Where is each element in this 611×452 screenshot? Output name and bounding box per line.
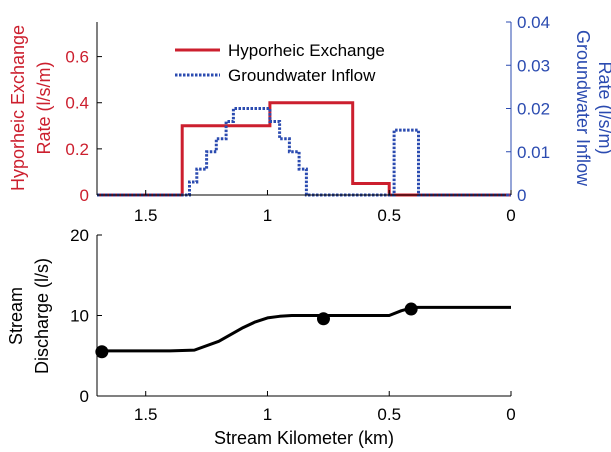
discharge-measurement-point <box>404 302 418 316</box>
top-x-tick-label: 1.5 <box>134 206 158 225</box>
top-panel: 0 0.2 0.4 0.6 0 0.01 0.02 0.03 0.04 1.5 1 0.5 0 Hy… <box>8 13 611 225</box>
top-right-tick-label: 0.02 <box>517 100 550 119</box>
top-x-tick-group: 1.5 1 0.5 0 <box>134 190 516 225</box>
top-right-tick-group: 0 0.01 0.02 0.03 0.04 <box>506 13 550 205</box>
legend: Hyporheic Exchange Groundwater Inflow <box>175 41 385 85</box>
series-line-discharge <box>97 305 511 353</box>
bottom-y-tick-label: 0 <box>80 387 89 406</box>
top-right-axis-label-line2: Rate (l/s/m) <box>595 61 611 154</box>
bottom-x-tick-label: 0 <box>506 405 515 424</box>
top-x-tick-label: 1 <box>263 206 272 225</box>
legend-label-groundwater: Groundwater Inflow <box>228 66 376 85</box>
top-right-tick-label: 0.01 <box>517 143 550 162</box>
discharge-measurement-point <box>316 312 330 326</box>
top-right-tick-label: 0 <box>517 186 526 205</box>
top-left-axis-label-line2: Rate (l/s/m) <box>34 61 54 154</box>
bottom-x-tick-group: 1.5 1 0.5 0 <box>134 391 516 424</box>
series-line-hyporheic <box>97 101 511 197</box>
bottom-x-axis-label: Stream Kilometer (km) <box>214 428 394 448</box>
top-left-axis-label-line1: Hyporheic Exchange <box>8 25 28 191</box>
top-left-tick-label: 0.2 <box>65 140 89 159</box>
bottom-x-tick-label: 1.5 <box>134 405 158 424</box>
bottom-y-axis-label-line2: Discharge (l/s) <box>32 258 52 374</box>
top-right-tick-label: 0.04 <box>517 13 550 32</box>
series-line-groundwater <box>97 107 511 197</box>
discharge-measurement-point <box>95 345 109 359</box>
bottom-y-axis-label-line1: Stream <box>6 287 26 345</box>
bottom-x-tick-label: 0.5 <box>377 405 401 424</box>
bottom-y-tick-group: 0 10 20 <box>70 226 102 406</box>
top-right-tick-label: 0.03 <box>517 56 550 75</box>
top-x-tick-label: 0.5 <box>377 206 401 225</box>
top-right-axis-label-line1: Groundwater Inflow <box>573 30 593 187</box>
top-series-group <box>97 101 511 197</box>
top-left-tick-label: 0.4 <box>65 94 89 113</box>
legend-label-hyporheic: Hyporheic Exchange <box>228 41 385 60</box>
bottom-y-tick-label: 20 <box>70 226 89 245</box>
bottom-y-tick-label: 10 <box>70 307 89 326</box>
bottom-panel: 0 10 20 1.5 1 0.5 0 Stream Discharge (l/s) St… <box>6 226 516 448</box>
bottom-series-group <box>95 302 511 359</box>
bottom-x-tick-label: 1 <box>263 405 272 424</box>
top-left-tick-label: 0.6 <box>65 48 89 67</box>
top-x-tick-label: 0 <box>506 206 515 225</box>
top-left-tick-group: 0 0.2 0.4 0.6 <box>65 48 102 205</box>
top-left-tick-label: 0 <box>80 186 89 205</box>
